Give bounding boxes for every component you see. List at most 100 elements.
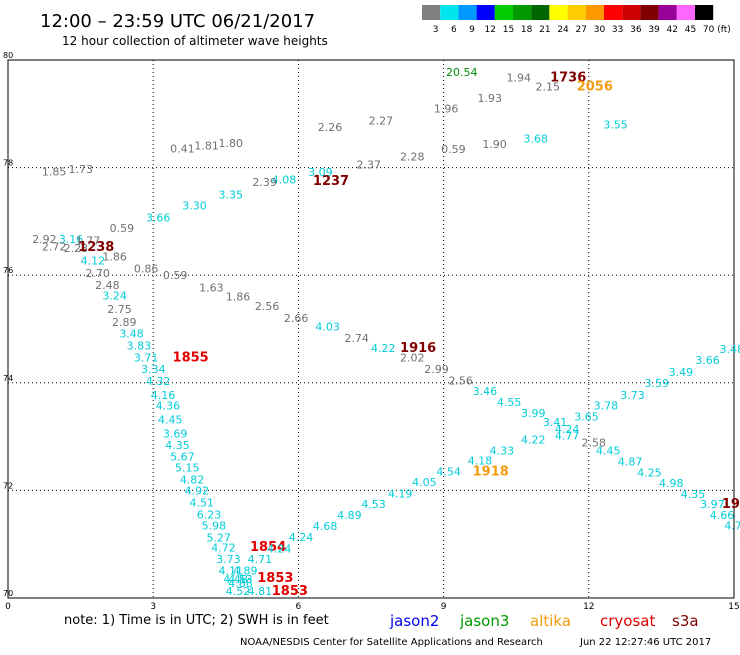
lat-label: 72 [3,481,13,490]
pass-time-label: 1853 [272,584,308,599]
wave-height-value: 4.89 [233,564,258,577]
footer-credit: NOAA/NESDIS Center for Satellite Applica… [240,637,543,648]
wave-height-value: 4.05 [412,476,437,489]
wave-height-value: 2.99 [424,363,449,376]
wave-height-value: 4.53 [361,498,386,511]
wave-height-value: 1.90 [482,138,507,151]
scale-swatch [476,5,495,20]
wave-height-value: 2.48 [95,279,120,292]
scale-label: 30 [594,25,606,35]
scale-label: 27 [576,25,587,35]
wave-height-value: 1.86 [226,290,251,303]
wave-height-value: 3.66 [146,211,171,224]
satellite-legend: jason2 jason3 altika cryosat s3a [389,612,699,630]
legend-altika: altika [530,612,571,630]
wave-height-value: 4.19 [388,487,413,500]
wave-height-value: 3.73 [620,389,645,402]
map-frame [7,59,735,599]
scale-swatch [531,5,550,20]
wave-height-value: 4.24 [555,423,580,436]
wave-height-value: 2.56 [255,300,280,313]
wave-height-value: 4.35 [165,439,190,452]
lon-label: 12 [583,602,594,612]
wave-height-value: 4.08 [272,174,297,187]
wave-height-value: 3.73 [216,553,241,566]
scale-swatch [422,5,441,20]
scale-label: 24 [557,25,569,35]
map-title: 12:00 – 23:59 UTC 06/21/2017 [40,11,315,32]
footer-note: note: 1) Time is in UTC; 2) SWH is in fe… [64,613,329,628]
scale-label: 18 [521,25,533,35]
wave-height-value: 3.99 [521,407,546,420]
scale-swatch [658,5,677,20]
wave-height-value: 3.97 [700,498,725,511]
legend-jason2: jason2 [389,612,439,630]
wave-height-value: 2.70 [85,267,110,280]
lat-label: 70 [3,589,13,598]
wave-height-value: 4.24 [267,542,292,555]
wave-height-value: 1.81 [194,139,219,152]
wave-height-value: 0.59 [163,269,188,282]
wave-height-value: 1.80 [219,137,244,150]
wave-height-value: 3.48 [719,343,740,356]
scale-label: 12 [485,25,496,35]
wave-height-value: 3.16 [59,233,84,246]
wave-height-value: 4.88 [228,577,253,590]
wave-height-value: 4.53 [228,573,253,586]
wave-height-value: 2.58 [582,436,607,449]
wave-height-value: 4.89 [337,509,362,522]
scale-swatch [622,5,641,20]
wave-height-value: 1.77 [76,235,101,248]
wave-height-value: 1.73 [69,163,94,176]
wave-height-value: 4.72 [211,542,236,555]
scale-swatch [676,5,695,20]
wave-height-value: 2.28 [400,151,425,164]
wave-height-value: 4.55 [497,396,521,409]
wave-height-value: 4.45 [596,444,621,457]
wave-height-value: 3.55 [603,118,628,131]
wave-height-value: 4.12 [81,254,106,267]
pass-time-label: 2056 [577,80,613,95]
wave-height-value: 3.35 [219,188,244,201]
wave-height-value: 2.74 [344,332,369,345]
wave-height-value: 2.66 [284,312,309,325]
wave-height-value: 4.98 [659,477,684,490]
scale-label: 3 [433,25,439,35]
wave-height-value: 2.23 [64,242,89,255]
wave-height-value: 3.09 [308,166,333,179]
wave-height-value: 2.39 [252,176,276,189]
wave-height-value: 3.46 [473,385,498,398]
scale-label: 9 [469,25,475,35]
lon-label: 0 [5,602,11,612]
scale-label: 33 [612,25,623,35]
wave-height-value: 3.68 [523,132,548,145]
lat-label: 78 [3,159,13,168]
wave-height-value: 4.11 [219,564,244,577]
wave-height-value: 1.93 [477,92,502,105]
legend-jason3: jason3 [459,612,509,630]
wave-height-value: 20.54 [446,66,478,79]
wave-height-value: 4.48 [223,573,248,586]
wave-height-value: 3.48 [119,328,144,341]
scale-swatch [567,5,586,20]
wave-height-value: 3.34 [141,363,166,376]
lat-label: 76 [3,266,13,275]
scale-label: 21 [539,25,550,35]
scale-label: 70 [703,25,715,35]
wave-height-value: 4.35 [681,488,706,501]
lon-label: 3 [150,602,156,612]
wave-height-value: 4.33 [490,444,514,457]
wave-height-value: 3.78 [594,400,619,413]
wave-height-value: 4.77 [555,429,580,442]
wave-height-value: 4.87 [618,456,643,469]
wave-height-value: 2.37 [356,159,381,172]
wave-height-value: 3 [739,332,740,345]
pass-time-label: 191 [722,497,740,512]
scale-label: 36 [630,25,642,35]
wave-height-value: 4.54 [436,465,461,478]
wave-height-value: 2.75 [107,303,132,316]
wave-height-value: 4.92 [185,485,210,498]
wave-height-value: 5 [739,530,740,543]
